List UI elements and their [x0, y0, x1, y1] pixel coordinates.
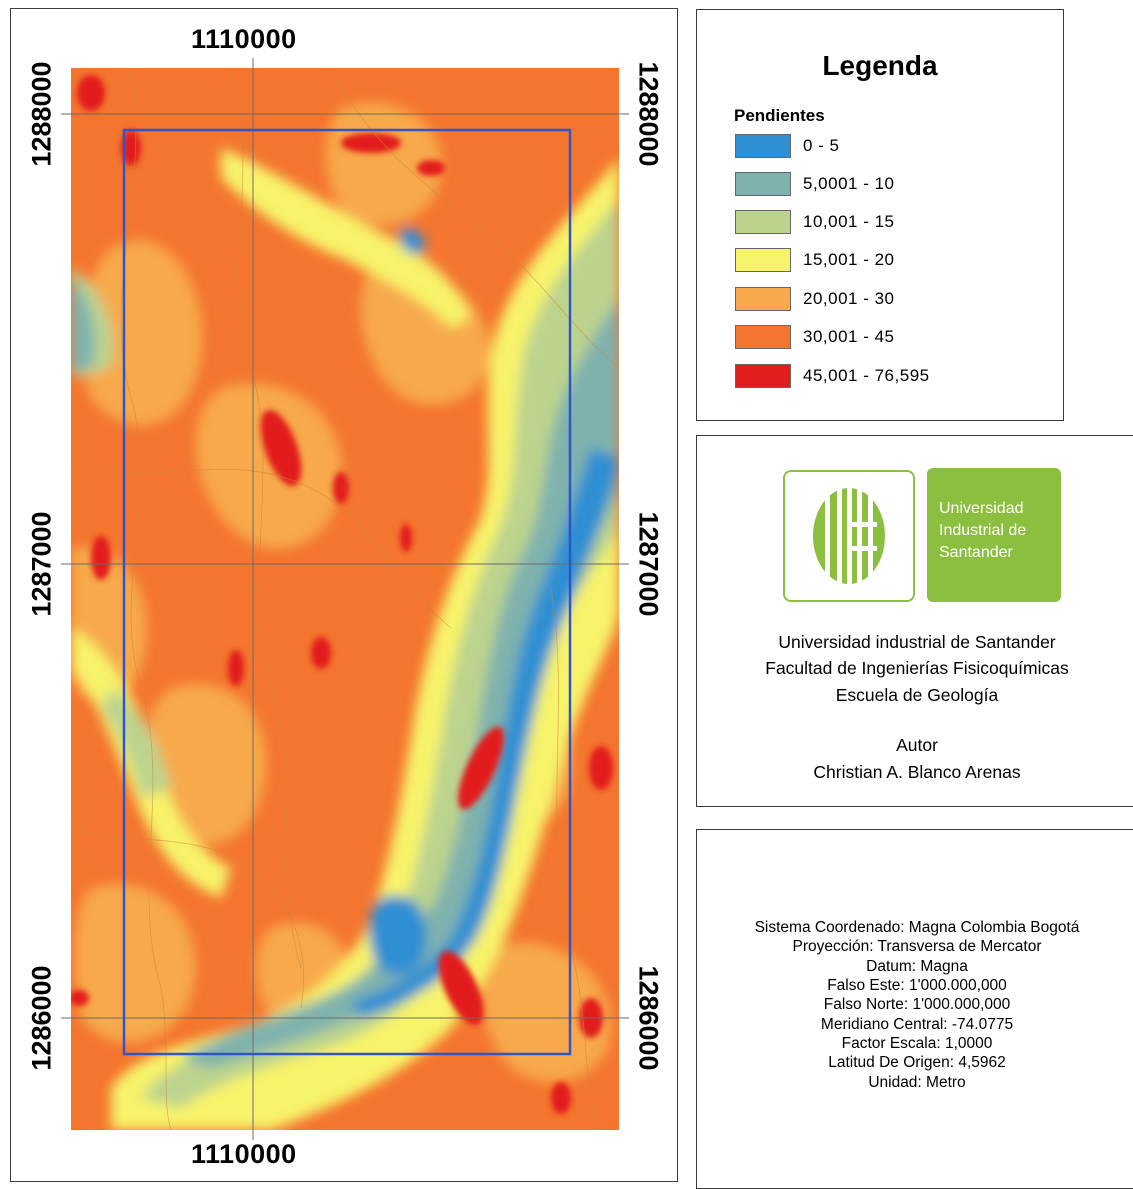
steep-slope-patches: [71, 75, 613, 1114]
coordinate-system-line: Datum: Magna: [866, 958, 968, 975]
coordinate-system-line: Sistema Coordenado: Magna Colombia Bogot…: [754, 919, 1080, 936]
coordinate-grid: [71, 68, 619, 1130]
coordinate-system-line: Factor Escala: 1,0000: [841, 1035, 993, 1052]
legend-item-label: 5,0001 - 10: [803, 174, 895, 193]
legend-swatch: [735, 172, 791, 196]
legend-item-label: 20,001 - 30: [803, 289, 895, 308]
coordinate-system-line: Latitud De Origen: 4,5962: [828, 1054, 1006, 1071]
legend-title: Legenda: [822, 50, 938, 81]
legend-swatch: [735, 287, 791, 311]
legend-swatch: [735, 364, 791, 388]
legend-item-label: 45,001 - 76,595: [803, 366, 930, 385]
school-name: Escuela de Geología: [835, 685, 999, 705]
grid-ticks: [61, 58, 629, 1140]
institution-name: Universidad industrial de Santander: [778, 632, 1056, 652]
author-label: Autor: [896, 735, 938, 755]
slope-map[interactable]: [71, 68, 619, 1130]
x-coordinate-bottom-label: 1110000: [191, 1139, 297, 1169]
logo-text-line: Santander: [939, 544, 1013, 561]
institution-panel: Universidad Industrial de Santander Univ…: [696, 435, 1133, 807]
coordinate-system-line: Falso Norte: 1'000.000,000: [823, 996, 1011, 1013]
author-name: Christian A. Blanco Arenas: [813, 762, 1021, 782]
slope-raster: [71, 68, 619, 1130]
coordinate-system-panel: Sistema Coordenado: Magna Colombia Bogot…: [696, 829, 1133, 1189]
uis-logo-emblem: [783, 470, 915, 602]
legend-item-label: 10,001 - 15: [803, 212, 895, 231]
legend-item-label: 15,001 - 20: [803, 250, 895, 269]
legend-item-label: 30,001 - 45: [803, 327, 895, 346]
coordinate-system-line: Proyección: Transversa de Mercator: [792, 938, 1042, 955]
legend-swatch: [735, 325, 791, 349]
legend-swatch: [735, 248, 791, 272]
uis-logo-wordmark: Universidad Industrial de Santander: [927, 468, 1061, 602]
faculty-name: Facultad de Ingenierías Fisicoquímicas: [765, 658, 1069, 678]
uis-logo-text: Universidad Industrial de Santander: [939, 498, 1059, 564]
x-coordinate-top-label: 1110000: [191, 24, 297, 54]
coordinate-system-line: Falso Este: 1'000.000,000: [827, 977, 1007, 994]
slope-zones: [71, 102, 619, 1130]
legend-item-label: 0 - 5: [803, 136, 840, 155]
coordinate-system-line: Unidad: Metro: [868, 1074, 966, 1091]
study-area-outline: [122, 128, 572, 1056]
legend-panel: Legenda Pendientes 0 - 5 5,0001 - 10 10,…: [696, 9, 1064, 421]
legend-subtitle: Pendientes: [734, 106, 825, 125]
legend-swatch: [735, 210, 791, 234]
legend-swatch: [735, 134, 791, 158]
coordinate-system-line: Meridiano Central: -74.0775: [820, 1016, 1014, 1033]
logo-text-line: Universidad: [939, 500, 1024, 517]
logo-text-line: Industrial de: [939, 522, 1027, 539]
